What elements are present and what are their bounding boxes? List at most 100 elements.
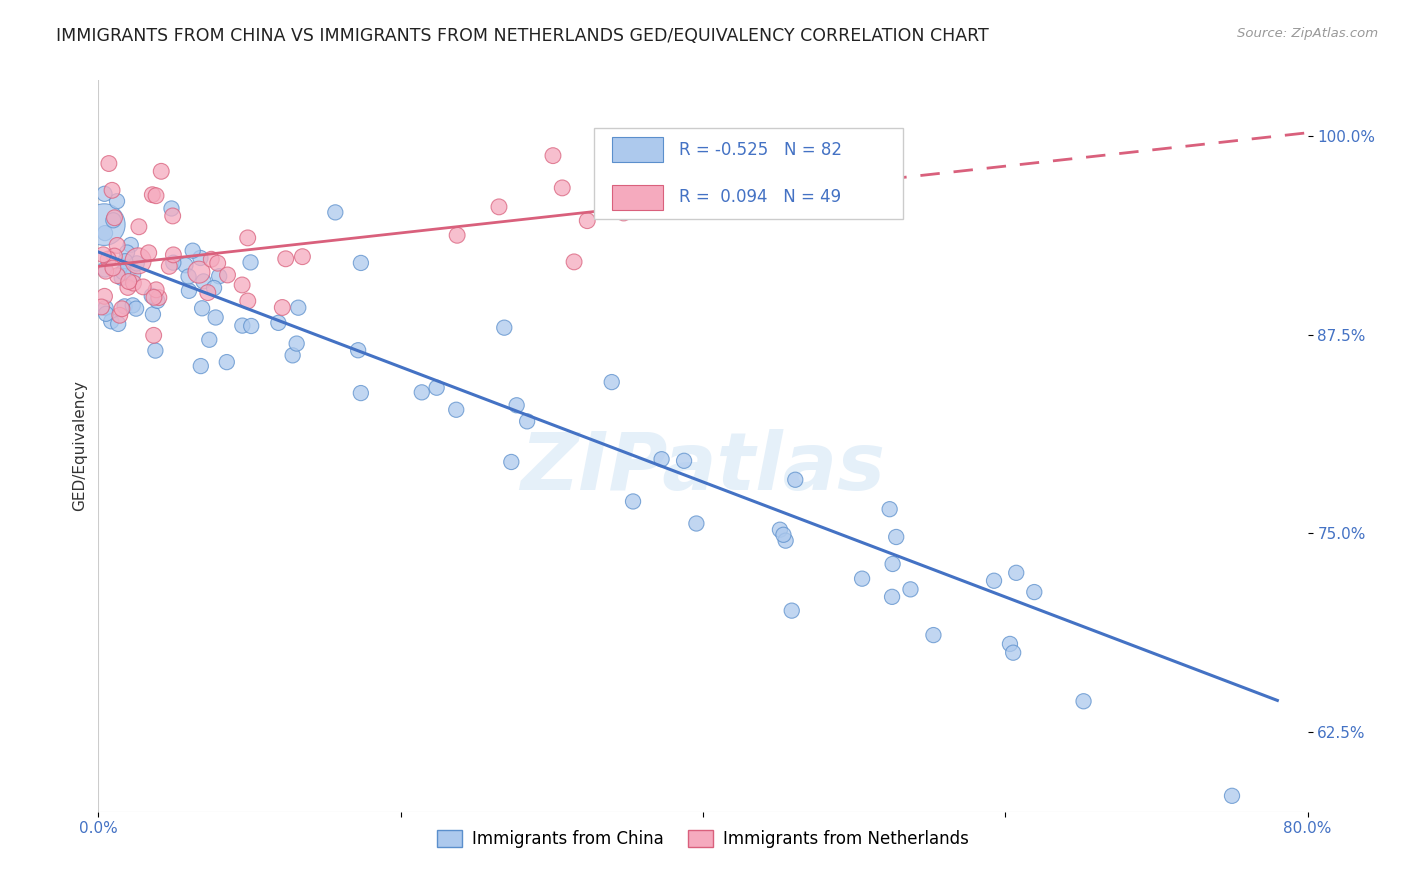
Point (350, 256, 373, 270)
Point (132, 280, 155, 294)
Point (444, 402, 467, 417)
Point (142, 290, 165, 304)
Point (160, 202, 183, 216)
Point (94, 264, 117, 278)
FancyBboxPatch shape (613, 185, 664, 210)
Point (162, 209, 184, 223)
Point (501, 455, 523, 469)
Point (621, 494, 644, 508)
Point (120, 260, 142, 275)
Point (884, 530, 907, 544)
Point (93, 218, 115, 232)
Point (108, 308, 131, 322)
Point (100, 314, 122, 328)
Point (97, 156, 120, 170)
Point (103, 211, 125, 225)
Point (128, 219, 150, 234)
Point (177, 269, 200, 284)
Point (551, 181, 574, 195)
Point (103, 213, 125, 227)
Point (516, 414, 538, 428)
Point (882, 557, 904, 571)
Point (998, 637, 1021, 651)
Point (851, 572, 873, 586)
Point (1005, 566, 1028, 580)
Point (162, 248, 184, 262)
Point (772, 528, 794, 542)
Point (285, 336, 308, 351)
Point (112, 265, 135, 279)
Point (190, 251, 212, 265)
Point (193, 274, 215, 288)
Point (103, 249, 125, 263)
Point (138, 245, 160, 260)
Point (117, 280, 139, 294)
Point (267, 316, 290, 330)
Point (208, 269, 231, 284)
Point (187, 265, 209, 279)
Point (125, 301, 148, 316)
Point (91, 248, 114, 262)
Point (150, 164, 173, 178)
Point (94, 301, 117, 315)
Point (769, 523, 792, 537)
Point (685, 516, 707, 531)
Point (122, 268, 145, 282)
Point (505, 398, 527, 412)
Text: ZIPatlas: ZIPatlas (520, 429, 886, 507)
Point (240, 318, 263, 333)
Point (922, 628, 945, 642)
Point (101, 260, 124, 275)
Point (114, 254, 136, 268)
Point (202, 281, 225, 295)
Y-axis label: GED/Equivalency: GED/Equivalency (72, 381, 87, 511)
Point (217, 268, 239, 282)
Point (94, 262, 117, 277)
Point (651, 452, 673, 467)
Point (111, 301, 134, 316)
Point (785, 473, 807, 487)
Point (1024, 585, 1046, 599)
Text: R = -0.525   N = 82: R = -0.525 N = 82 (679, 141, 842, 159)
Point (350, 386, 373, 401)
Point (105, 268, 128, 283)
Point (120, 238, 142, 252)
Point (1220, 789, 1243, 803)
Point (93, 289, 115, 303)
Point (97, 252, 120, 266)
Text: IMMIGRANTS FROM CHINA VS IMMIGRANTS FROM NETHERLANDS GED/EQUIVALENCY CORRELATION: IMMIGRANTS FROM CHINA VS IMMIGRANTS FROM… (56, 27, 988, 45)
Point (101, 183, 124, 197)
Point (673, 454, 696, 468)
Point (600, 375, 623, 389)
Point (90, 300, 112, 314)
Point (1002, 646, 1025, 660)
Point (291, 250, 314, 264)
Point (1073, 694, 1095, 708)
Point (141, 289, 163, 303)
Point (127, 253, 149, 268)
Point (141, 187, 163, 202)
Point (446, 228, 468, 243)
Point (236, 231, 259, 245)
Point (775, 533, 797, 548)
Point (207, 256, 229, 270)
Point (122, 276, 145, 290)
Point (780, 604, 803, 618)
Point (198, 333, 221, 347)
Point (148, 291, 170, 305)
Point (271, 301, 294, 315)
Point (121, 298, 143, 312)
Point (281, 348, 304, 362)
Point (142, 328, 165, 343)
Point (426, 381, 449, 395)
Point (900, 582, 922, 597)
Point (287, 301, 309, 315)
Point (347, 343, 370, 358)
Point (157, 260, 180, 274)
Point (190, 359, 212, 373)
Point (204, 310, 226, 325)
Point (162, 256, 184, 270)
Point (107, 317, 129, 331)
Point (200, 252, 222, 267)
Text: Source: ZipAtlas.com: Source: ZipAtlas.com (1237, 27, 1378, 40)
